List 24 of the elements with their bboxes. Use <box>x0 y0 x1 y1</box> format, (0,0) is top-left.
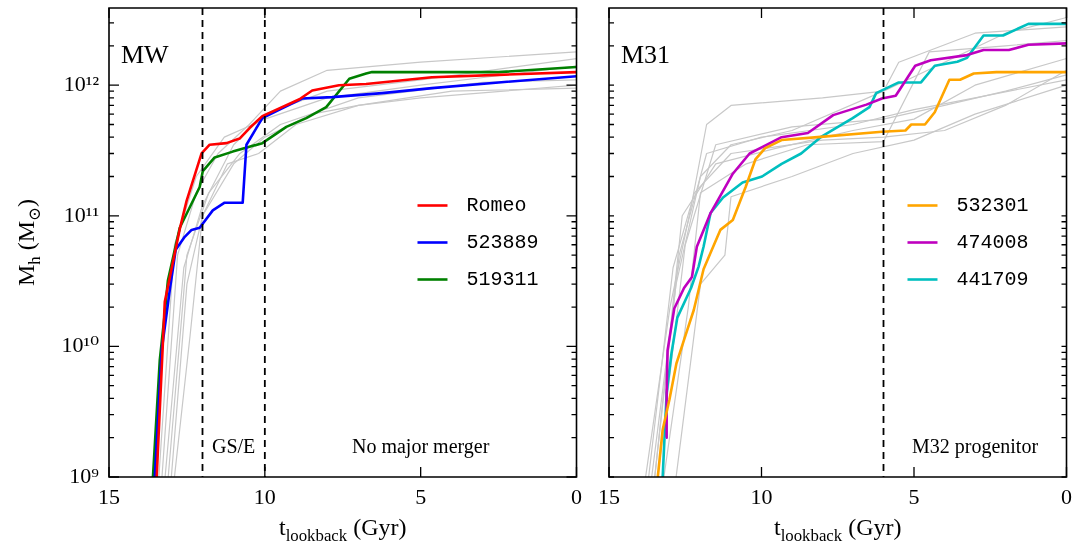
x-tick-label: 0 <box>1061 483 1072 509</box>
legend-label: 474008 <box>956 230 1029 254</box>
x-tick-label: 10 <box>253 483 276 509</box>
x-tick-label: 10 <box>750 483 773 509</box>
annotation: M31 <box>621 40 671 69</box>
legend-label: 532301 <box>956 193 1029 217</box>
y-tick-label: 10¹² <box>63 70 100 96</box>
legend-label: 519311 <box>466 267 539 291</box>
annotation: No major merger <box>351 435 490 458</box>
y-tick-label: 10⁹ <box>69 462 100 488</box>
x-tick-label: 0 <box>571 483 582 509</box>
x-tick-label: 15 <box>598 483 620 509</box>
x-tick-label: 15 <box>98 483 120 509</box>
y-axis-title: Mh (M⊙) <box>13 198 44 287</box>
annotation: M32 progenitor <box>911 435 1039 458</box>
y-tick-label: 10¹¹ <box>63 201 99 227</box>
y-tick-label: 10¹⁰ <box>61 332 100 358</box>
legend-label: 523889 <box>466 230 539 254</box>
annotation: MW <box>121 40 170 69</box>
annotation: GS/E <box>212 435 256 457</box>
x-tick-label: 5 <box>908 483 920 509</box>
legend-label: Romeo <box>466 193 527 217</box>
x-tick-label: 5 <box>415 483 427 509</box>
legend-label: 441709 <box>956 267 1029 291</box>
